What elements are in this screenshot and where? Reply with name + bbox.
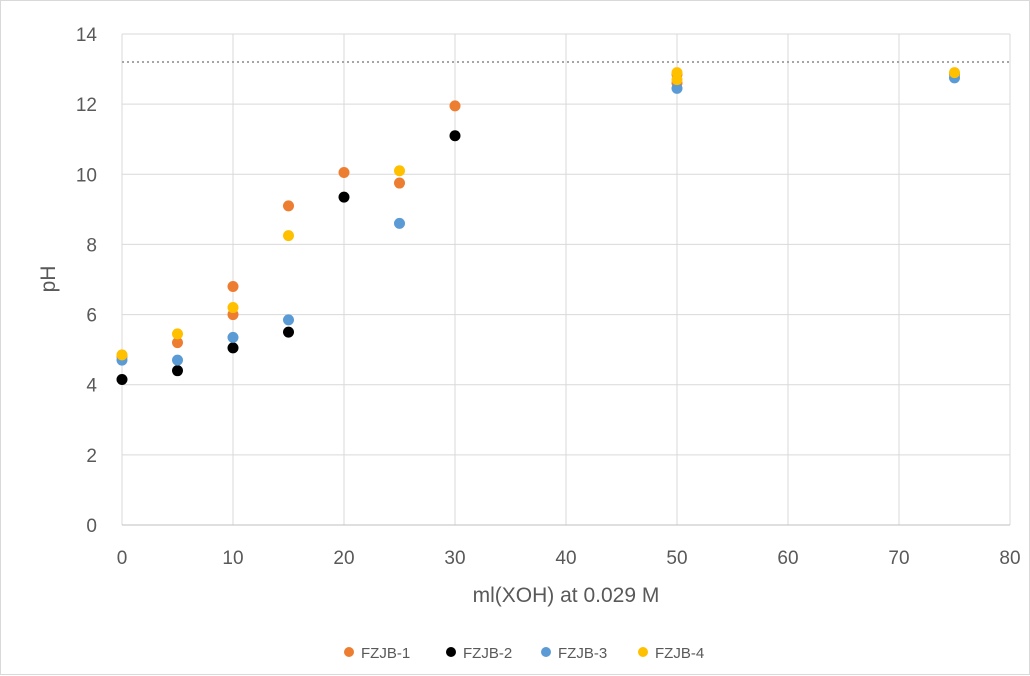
data-point	[394, 165, 405, 177]
data-point	[449, 130, 461, 142]
legend-marker	[541, 647, 551, 657]
data-point	[172, 365, 183, 377]
data-point	[449, 100, 461, 112]
legend-marker	[446, 647, 456, 657]
x-tick-label: 0	[117, 548, 128, 569]
legend-label: FZJB-2	[463, 645, 512, 662]
x-tick-label: 10	[222, 548, 243, 569]
y-tick-label: 4	[86, 376, 97, 397]
y-axis-title: pH	[37, 266, 60, 293]
x-tick-label: 30	[444, 548, 465, 569]
data-point	[227, 281, 239, 293]
data-point	[283, 200, 294, 212]
data-point	[227, 302, 239, 314]
series-fzjb-4	[116, 67, 960, 361]
data-point	[227, 331, 239, 343]
y-tick-label: 14	[76, 25, 98, 46]
gridlines	[121, 33, 1011, 526]
x-tick-label: 20	[333, 548, 354, 569]
data-point	[283, 314, 294, 326]
legend-label: FZJB-3	[558, 645, 607, 662]
data-point	[283, 326, 294, 338]
data-point	[116, 373, 128, 385]
series-fzjb-3	[116, 72, 960, 366]
x-tick-label: 60	[777, 548, 798, 569]
legend-label: FZJB-4	[655, 645, 704, 662]
data-point	[671, 67, 683, 79]
data-point	[116, 349, 128, 361]
legend-marker	[344, 647, 354, 657]
data-point	[394, 217, 405, 229]
data-points	[116, 67, 960, 385]
data-point	[172, 328, 183, 340]
tick-labels: 0 2 4 6 8 10 12 14 0 10 20 30 40 50 60 70 80	[76, 25, 1021, 569]
y-tick-label: 12	[76, 95, 97, 116]
data-point	[394, 177, 405, 189]
legend-marker	[638, 647, 648, 657]
series-fzjb-2	[116, 130, 461, 385]
legend: FZJB-1 FZJB-2 FZJB-3 FZJB-4	[344, 645, 704, 662]
x-tick-label: 70	[888, 548, 909, 569]
legend-item-fzjb-2: FZJB-2	[446, 645, 512, 662]
data-point	[172, 337, 183, 349]
data-point	[338, 167, 350, 179]
data-point	[172, 354, 183, 366]
data-point	[949, 67, 960, 79]
x-axis-title: ml(XOH) at 0.029 M	[473, 584, 660, 607]
legend-item-fzjb-3: FZJB-3	[541, 645, 607, 662]
legend-item-fzjb-4: FZJB-4	[638, 645, 704, 662]
x-tick-label: 40	[555, 548, 576, 569]
data-point	[338, 191, 350, 203]
data-point	[283, 230, 294, 242]
y-tick-label: 6	[86, 306, 97, 327]
y-tick-label: 0	[86, 516, 97, 537]
data-point	[227, 342, 239, 354]
x-tick-label: 80	[999, 548, 1020, 569]
y-tick-label: 2	[86, 446, 97, 467]
x-tick-label: 50	[666, 548, 687, 569]
legend-item-fzjb-1: FZJB-1	[344, 645, 410, 662]
y-tick-label: 10	[76, 165, 97, 186]
series-fzjb-1	[116, 68, 960, 363]
data-point	[671, 82, 683, 94]
legend-label: FZJB-1	[361, 645, 410, 662]
y-tick-label: 8	[86, 235, 97, 256]
